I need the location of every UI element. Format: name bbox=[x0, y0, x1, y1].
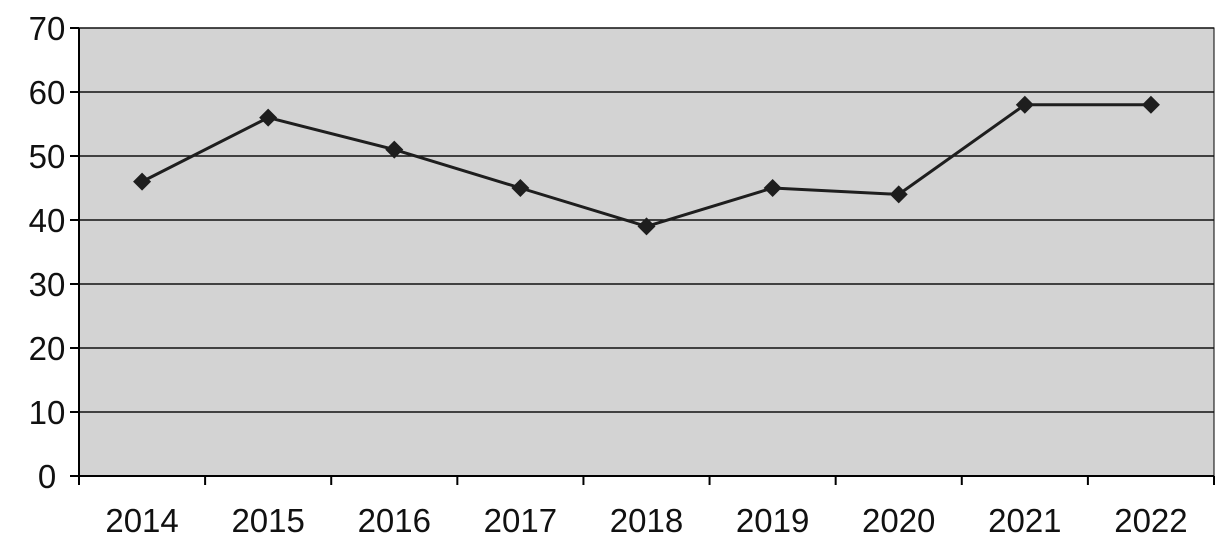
y-tick-label: 0 bbox=[38, 458, 56, 495]
y-tick-label: 10 bbox=[29, 394, 66, 431]
data-point-marker bbox=[763, 179, 782, 197]
x-axis-tick-labels: 2014 2015 2016 2017 2018 2019 2020 2021 2022 bbox=[105, 502, 1187, 539]
x-tick-label: 2022 bbox=[1114, 502, 1187, 539]
plot-area bbox=[78, 27, 1215, 477]
x-tick-label: 2019 bbox=[736, 502, 809, 539]
data-point-marker bbox=[889, 185, 908, 204]
data-point-marker bbox=[637, 217, 656, 236]
data-point-marker bbox=[1015, 95, 1034, 114]
y-tick-label: 30 bbox=[29, 266, 66, 303]
gridlines bbox=[79, 27, 1214, 413]
y-axis-tick-labels: 0 10 20 30 40 50 60 70 bbox=[29, 10, 66, 495]
data-point-marker bbox=[259, 108, 278, 127]
x-tick-label: 2021 bbox=[988, 502, 1061, 539]
x-tick-label: 2020 bbox=[862, 502, 935, 539]
y-tick-label: 50 bbox=[29, 138, 66, 175]
x-tick-label: 2018 bbox=[610, 502, 683, 539]
data-point-marker bbox=[1141, 95, 1160, 114]
data-point-marker bbox=[511, 179, 530, 197]
x-tick-label: 2017 bbox=[484, 502, 557, 539]
axes bbox=[70, 27, 1215, 485]
x-tick-label: 2016 bbox=[358, 502, 431, 539]
series-layer bbox=[133, 95, 1160, 236]
y-tick-label: 20 bbox=[29, 330, 66, 367]
y-tick-label: 70 bbox=[29, 10, 66, 47]
data-point-marker bbox=[133, 172, 152, 191]
y-tick-label: 40 bbox=[29, 202, 66, 239]
x-tick-label: 2014 bbox=[105, 502, 178, 539]
y-tick-label: 60 bbox=[29, 74, 66, 111]
x-tick-label: 2015 bbox=[231, 502, 304, 539]
data-point-marker bbox=[385, 140, 404, 159]
